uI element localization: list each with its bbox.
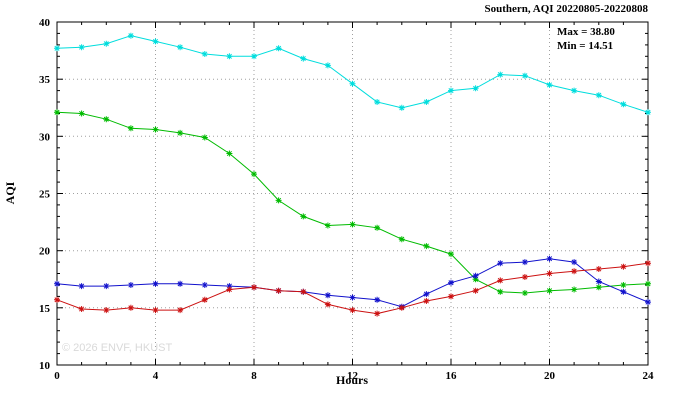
y-axis-label: AQI xyxy=(3,181,17,204)
y-tick-label: 15 xyxy=(39,303,51,315)
watermark: © 2026 ENVF, HKUST xyxy=(62,342,172,354)
x-tick-label: 0 xyxy=(54,370,60,382)
y-tick-label: 20 xyxy=(39,246,51,258)
x-tick-label: 4 xyxy=(153,370,159,382)
max-annotation: Max = 38.80 xyxy=(557,26,615,38)
x-tick-label: 8 xyxy=(251,370,257,382)
x-tick-label: 20 xyxy=(544,370,556,382)
data-series xyxy=(54,32,651,317)
x-axis-label: Hours xyxy=(336,373,368,387)
series-markers-green xyxy=(54,109,651,296)
x-tick-label: 12 xyxy=(347,370,359,382)
tick-labels: 0 4 8 12 16 20 24 10 15 20 25 30 35 40 xyxy=(39,17,654,382)
y-tick-label: 25 xyxy=(39,189,51,201)
series-markers-red xyxy=(54,260,651,317)
x-tick-label: 24 xyxy=(643,370,655,382)
y-tick-label: 35 xyxy=(39,74,51,86)
x-tick-label: 16 xyxy=(446,370,458,382)
grid-lines xyxy=(56,21,649,366)
y-tick-label: 10 xyxy=(39,360,51,372)
min-annotation: Min = 14.51 xyxy=(557,40,613,52)
y-tick-label: 30 xyxy=(39,131,51,143)
chart-title: Southern, AQI 20220805-20220808 xyxy=(485,3,649,15)
y-tick-label: 40 xyxy=(39,17,51,29)
series-markers-cyan xyxy=(54,32,651,116)
